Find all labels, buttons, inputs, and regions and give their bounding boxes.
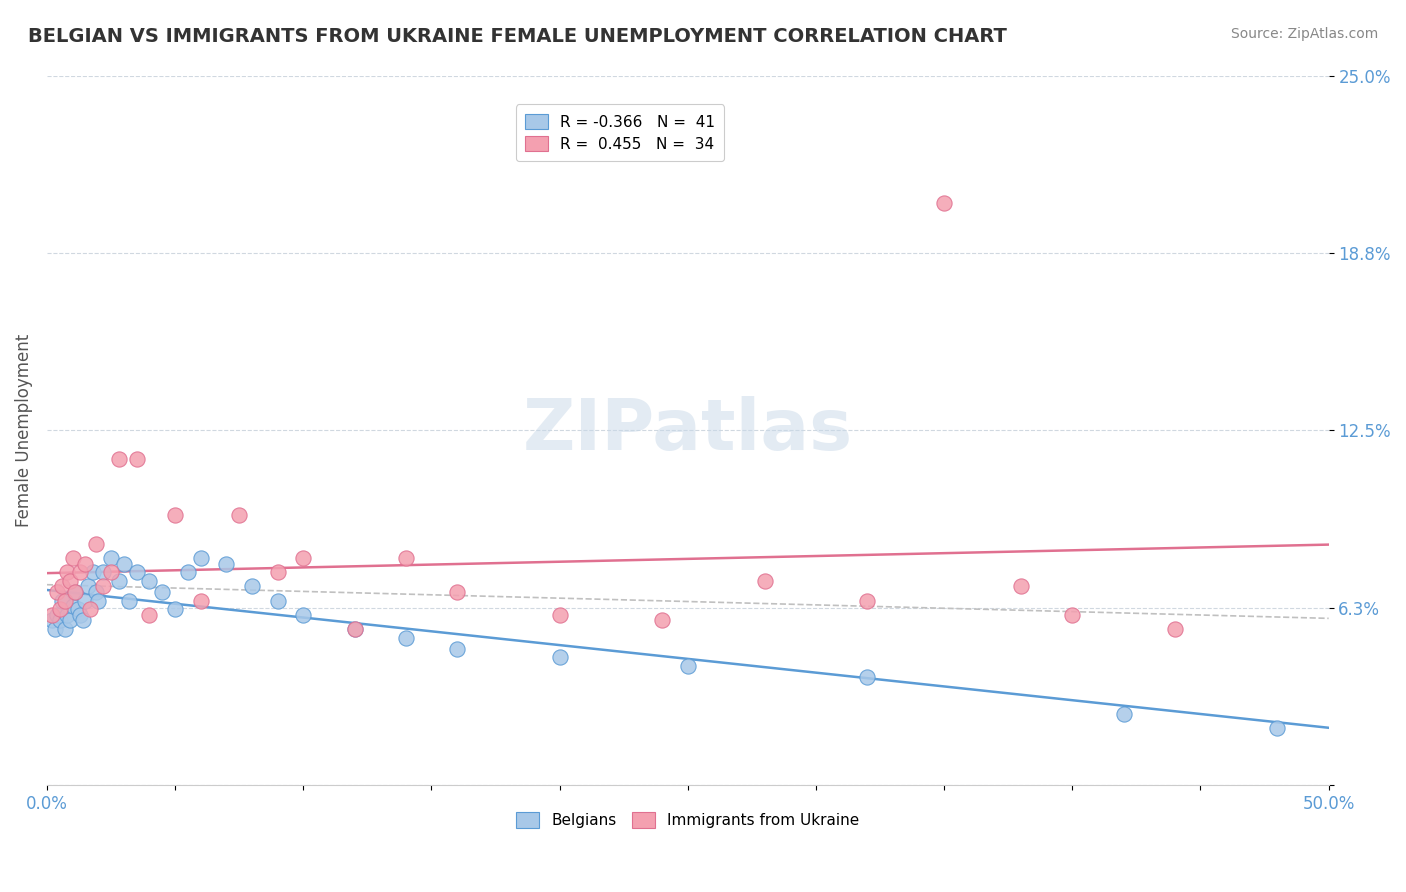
Point — [91, 579, 114, 593]
Point — [932, 196, 955, 211]
Point — [754, 574, 776, 588]
Point — [79, 602, 101, 616]
Point — [138, 607, 160, 622]
Point — [63, 585, 86, 599]
Point — [856, 593, 879, 607]
Point — [266, 566, 288, 580]
Point — [190, 551, 212, 566]
Y-axis label: Female Unemployment: Female Unemployment — [15, 334, 32, 527]
Point — [395, 631, 418, 645]
Point — [84, 585, 107, 599]
Point — [91, 566, 114, 580]
Point — [138, 574, 160, 588]
Point — [63, 585, 86, 599]
Point — [1164, 622, 1187, 636]
Point — [177, 566, 200, 580]
Point — [100, 551, 122, 566]
Point — [100, 566, 122, 580]
Point — [125, 451, 148, 466]
Point — [446, 641, 468, 656]
Point — [41, 614, 63, 628]
Point — [118, 593, 141, 607]
Point — [651, 614, 673, 628]
Point — [82, 566, 104, 580]
Text: ZIPatlas: ZIPatlas — [523, 396, 853, 465]
Point — [75, 557, 97, 571]
Point — [69, 607, 91, 622]
Point — [87, 593, 110, 607]
Point — [51, 593, 73, 607]
Point — [1267, 722, 1289, 736]
Point — [56, 607, 79, 622]
Point — [676, 659, 699, 673]
Point — [46, 585, 69, 599]
Point — [856, 670, 879, 684]
Point — [69, 566, 91, 580]
Point — [84, 537, 107, 551]
Point — [66, 602, 89, 616]
Point — [46, 607, 69, 622]
Point — [72, 614, 94, 628]
Point — [240, 579, 263, 593]
Point — [112, 557, 135, 571]
Point — [228, 508, 250, 523]
Text: BELGIAN VS IMMIGRANTS FROM UKRAINE FEMALE UNEMPLOYMENT CORRELATION CHART: BELGIAN VS IMMIGRANTS FROM UKRAINE FEMAL… — [28, 27, 1007, 45]
Point — [395, 551, 418, 566]
Text: Source: ZipAtlas.com: Source: ZipAtlas.com — [1230, 27, 1378, 41]
Point — [107, 451, 129, 466]
Point — [1112, 707, 1135, 722]
Point — [548, 607, 571, 622]
Point — [62, 599, 84, 614]
Point — [59, 614, 82, 628]
Point — [266, 593, 288, 607]
Point — [48, 602, 70, 616]
Point — [77, 579, 100, 593]
Point — [215, 557, 238, 571]
Point — [292, 607, 315, 622]
Point — [446, 585, 468, 599]
Point — [165, 602, 187, 616]
Point — [107, 574, 129, 588]
Point — [53, 622, 76, 636]
Point — [150, 585, 173, 599]
Point — [190, 593, 212, 607]
Point — [59, 574, 82, 588]
Point — [1062, 607, 1084, 622]
Point — [51, 579, 73, 593]
Point — [53, 593, 76, 607]
Legend: Belgians, Immigrants from Ukraine: Belgians, Immigrants from Ukraine — [510, 806, 866, 834]
Point — [292, 551, 315, 566]
Point — [343, 622, 366, 636]
Point — [1010, 579, 1032, 593]
Point — [125, 566, 148, 580]
Point — [548, 650, 571, 665]
Point — [41, 607, 63, 622]
Point — [165, 508, 187, 523]
Point — [62, 551, 84, 566]
Point — [75, 593, 97, 607]
Point — [56, 566, 79, 580]
Point — [48, 614, 70, 628]
Point — [44, 622, 66, 636]
Point — [343, 622, 366, 636]
